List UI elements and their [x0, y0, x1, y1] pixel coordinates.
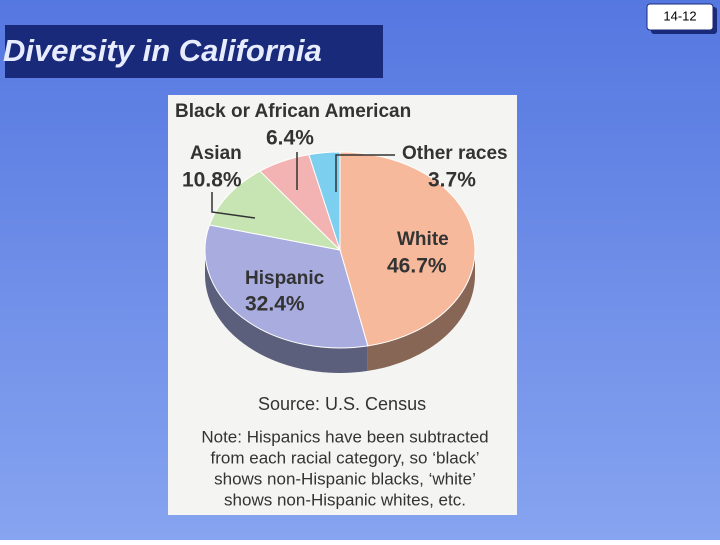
- slice-label: Asian: [190, 143, 242, 164]
- slice-label: Hispanic: [245, 268, 325, 289]
- slice-side: [367, 250, 475, 371]
- slice-value: 6.4%: [266, 127, 314, 150]
- slice-value: 32.4%: [245, 293, 305, 316]
- slice: [204, 224, 369, 349]
- notes: Note: Hispanics have been subtracted from…: [201, 427, 488, 509]
- source: Source: U.S. Census: [258, 394, 426, 414]
- slide-title: Diversity in California: [3, 33, 322, 68]
- slice-label: White: [397, 229, 449, 250]
- note-line: shows non-Hispanic whites, etc.: [224, 490, 466, 509]
- slice-label: Other races: [402, 143, 508, 164]
- note-line: from each racial category, so ‘black’: [211, 448, 480, 467]
- slice-value: 10.8%: [182, 169, 242, 192]
- leader-line: [335, 154, 395, 192]
- note-line: Note: Hispanics have been subtracted: [201, 427, 488, 446]
- leader-lines: [211, 152, 395, 219]
- slice-value: 46.7%: [387, 255, 447, 278]
- leader-line: [211, 192, 256, 219]
- slice: [208, 170, 342, 251]
- page-number-box: [646, 3, 714, 31]
- slice-label: Black or African American: [175, 101, 411, 122]
- page-number: 14-12: [663, 8, 696, 23]
- slice-side: [205, 250, 368, 374]
- note-line: shows non-Hispanic blacks, ‘white’: [214, 469, 476, 488]
- slice-value: 3.7%: [428, 169, 476, 192]
- pie: [204, 151, 476, 374]
- slice: [339, 151, 476, 347]
- slice: [308, 151, 341, 251]
- title-box: [5, 25, 383, 78]
